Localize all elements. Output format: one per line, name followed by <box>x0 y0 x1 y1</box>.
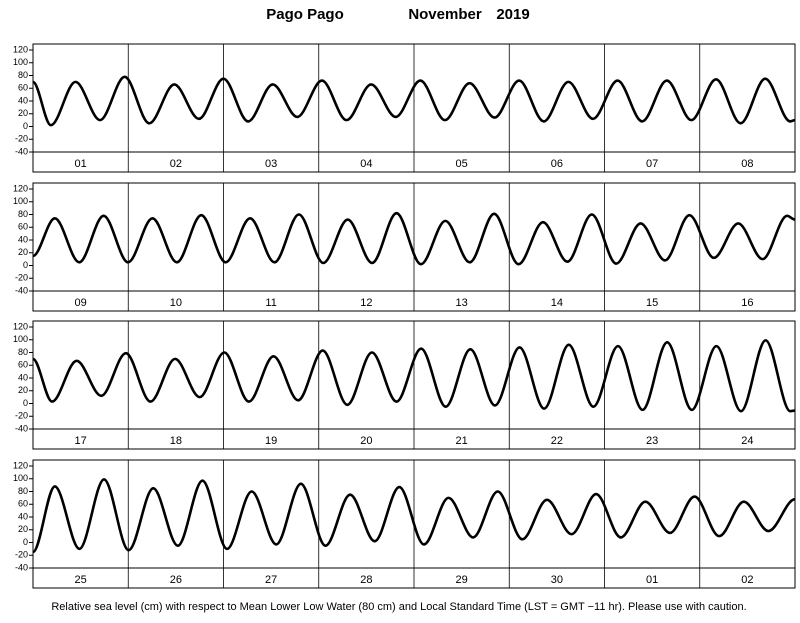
y-tick-label: 100 <box>13 334 28 344</box>
y-tick-label: 0 <box>23 121 28 131</box>
day-label: 08 <box>741 158 753 170</box>
y-tick-label: 120 <box>13 460 28 470</box>
tide-line <box>31 75 796 127</box>
day-label: 01 <box>75 158 87 170</box>
y-tick-label: -20 <box>15 134 28 144</box>
y-tick-label: 20 <box>18 108 28 118</box>
day-label: 28 <box>360 574 372 586</box>
day-label: 23 <box>646 435 658 447</box>
y-tick-label: 20 <box>18 247 28 257</box>
day-label: 26 <box>170 574 182 586</box>
month-title: November <box>408 6 482 23</box>
day-label: 22 <box>551 435 563 447</box>
y-tick-label: 100 <box>13 473 28 483</box>
year-title: 2019 <box>496 6 529 23</box>
y-tick-label: 120 <box>13 321 28 331</box>
y-tick-label: 80 <box>18 486 28 496</box>
day-label: 20 <box>360 435 372 447</box>
y-tick-label: 0 <box>23 260 28 270</box>
day-label: 09 <box>75 297 87 309</box>
day-label: 01 <box>646 574 658 586</box>
y-tick-label: 40 <box>18 511 28 521</box>
day-label: 13 <box>456 297 468 309</box>
y-tick-label: 120 <box>13 183 28 193</box>
y-tick-label: 20 <box>18 524 28 534</box>
y-tick-label: -40 <box>15 423 28 433</box>
y-tick-label: 80 <box>18 70 28 80</box>
day-label: 12 <box>360 297 372 309</box>
y-tick-label: 60 <box>18 499 28 509</box>
y-tick-label: 40 <box>18 95 28 105</box>
y-tick-label: 100 <box>13 57 28 67</box>
station-title: Pago Pago <box>266 6 344 23</box>
y-tick-label: 40 <box>18 372 28 382</box>
y-tick-label: 40 <box>18 234 28 244</box>
day-label: 15 <box>646 297 658 309</box>
day-label: 16 <box>741 297 753 309</box>
day-label: 04 <box>360 158 372 170</box>
day-label: 11 <box>265 297 276 309</box>
y-tick-label: 120 <box>13 44 28 54</box>
day-label: 18 <box>170 435 182 447</box>
day-label: 19 <box>265 435 277 447</box>
y-tick-label: 80 <box>18 209 28 219</box>
y-tick-label: -20 <box>15 550 28 560</box>
y-tick-label: 60 <box>18 222 28 232</box>
y-tick-label: 20 <box>18 385 28 395</box>
tide-line <box>31 478 796 554</box>
y-tick-label: 100 <box>13 196 28 206</box>
day-label: 02 <box>170 158 182 170</box>
day-label: 17 <box>75 435 87 447</box>
y-tick-label: 80 <box>18 347 28 357</box>
day-label: 29 <box>456 574 468 586</box>
day-label: 27 <box>265 574 277 586</box>
y-tick-label: 60 <box>18 360 28 370</box>
day-label: 07 <box>646 158 658 170</box>
footnote: Relative sea level (cm) with respect to … <box>51 601 746 613</box>
day-label: 05 <box>456 158 468 170</box>
day-label: 10 <box>170 297 182 309</box>
tide-line <box>31 339 796 413</box>
day-label: 24 <box>741 435 753 447</box>
day-label: 25 <box>75 574 87 586</box>
tide-line <box>32 211 796 266</box>
y-tick-label: -40 <box>15 285 28 295</box>
day-label: 21 <box>456 435 468 447</box>
y-tick-label: -40 <box>15 562 28 572</box>
y-tick-label: -40 <box>15 146 28 156</box>
y-tick-label: 0 <box>23 398 28 408</box>
y-tick-label: -20 <box>15 273 28 283</box>
day-label: 02 <box>741 574 753 586</box>
day-label: 03 <box>265 158 277 170</box>
day-label: 14 <box>551 297 563 309</box>
y-tick-label: 60 <box>18 83 28 93</box>
day-label: 30 <box>551 574 563 586</box>
y-tick-label: -20 <box>15 411 28 421</box>
y-tick-label: 0 <box>23 537 28 547</box>
day-label: 06 <box>551 158 563 170</box>
